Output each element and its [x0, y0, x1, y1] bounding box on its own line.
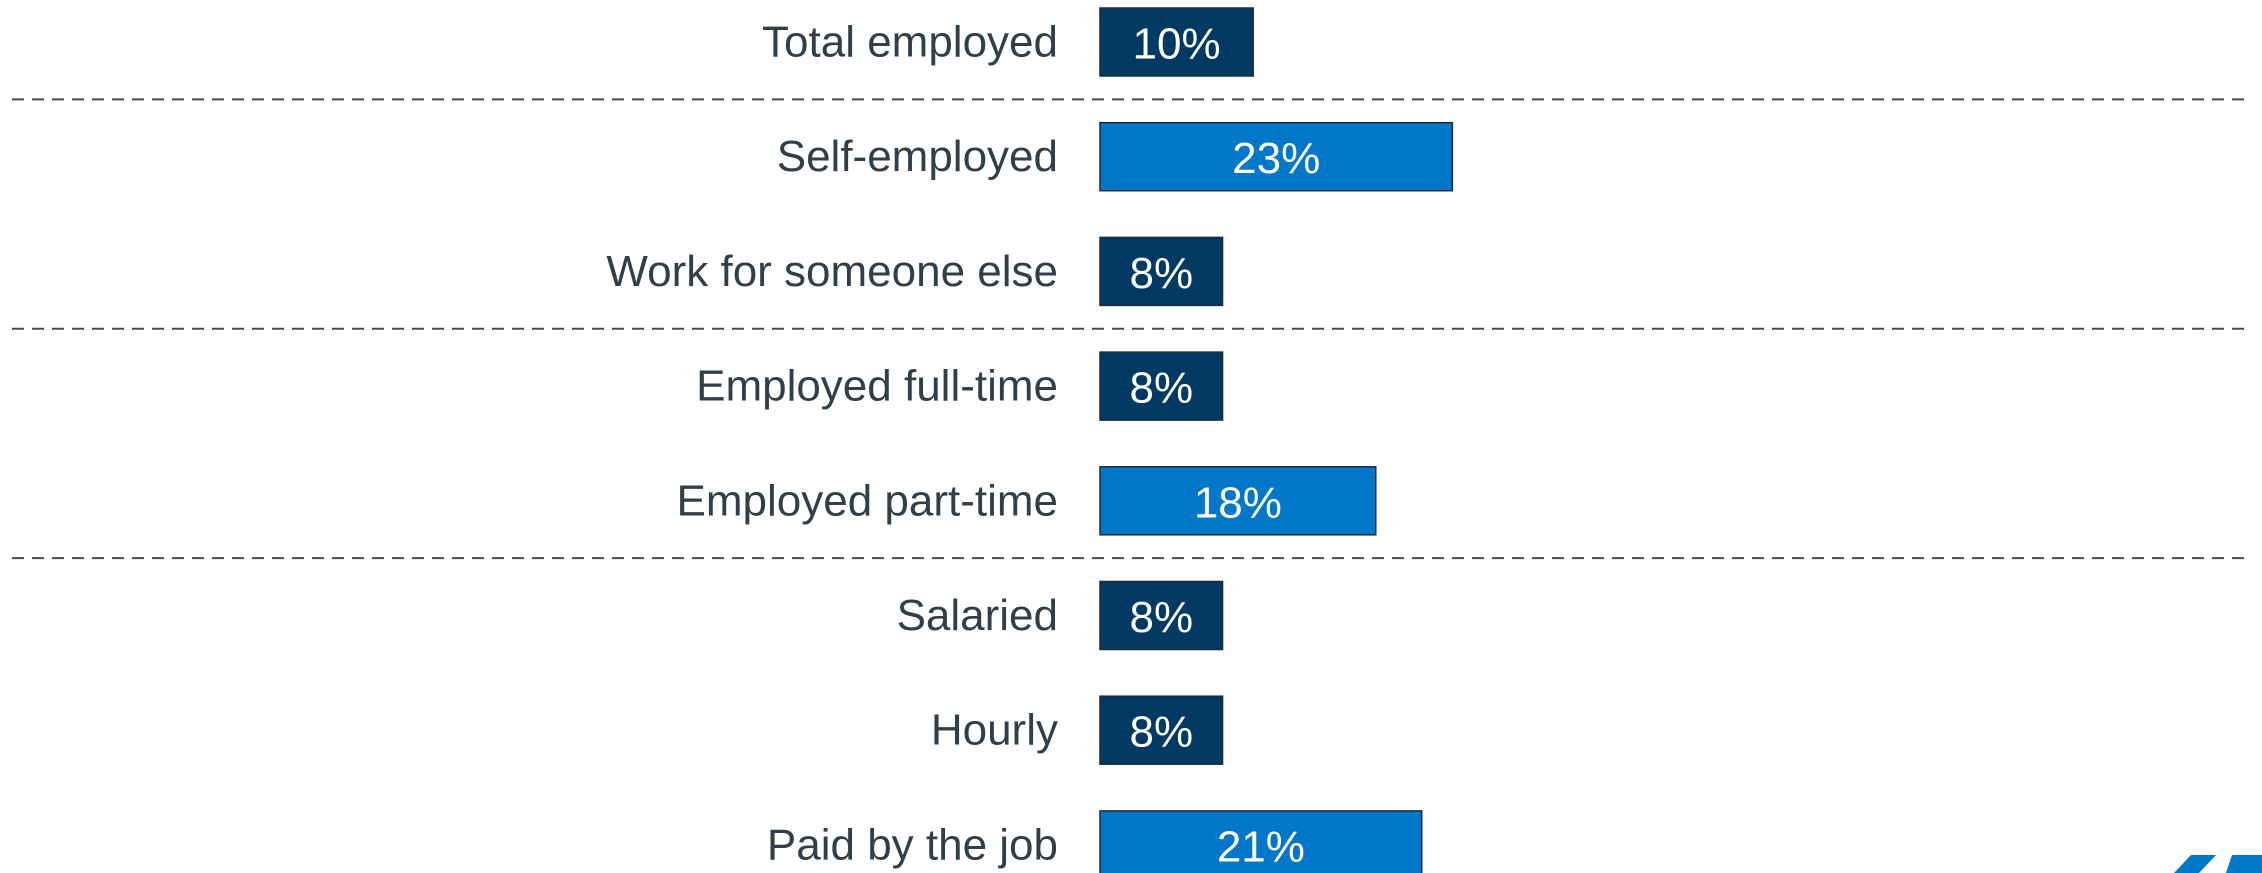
- group-dividers: [12, 98, 2250, 560]
- category-label-work-for-someone-else: Work for someone else: [606, 247, 1058, 296]
- value-label-employed-full-time: 8%: [1129, 364, 1193, 413]
- category-labels: Total employed Self-employed Work for some…: [606, 18, 1058, 870]
- value-label-self-employed: 23%: [1232, 134, 1320, 183]
- bar-work-for-someone-else: [1099, 236, 1224, 307]
- bar-employed-part-time: [1099, 466, 1377, 536]
- bar-self-employed: [1099, 121, 1454, 192]
- brand-logo-icon: [2174, 855, 2262, 873]
- bars: [1099, 7, 1454, 873]
- category-label-employed-part-time: Employed part-time: [677, 476, 1058, 525]
- bar-paid-by-the-job: [1099, 810, 1423, 873]
- category-label-total-employed: Total employed: [762, 18, 1058, 67]
- bar-employed-full-time: [1099, 351, 1224, 421]
- value-label-total-employed: 10%: [1133, 20, 1221, 69]
- category-label-salaried: Salaried: [897, 591, 1058, 640]
- category-label-employed-full-time: Employed full-time: [696, 362, 1058, 411]
- category-label-hourly: Hourly: [931, 706, 1058, 755]
- bar-salaried: [1099, 580, 1224, 651]
- value-label-work-for-someone-else: 8%: [1129, 249, 1193, 298]
- value-labels: 10% 23% 8% 8% 18% 8% 8% 21%: [1129, 20, 1320, 872]
- value-label-hourly: 8%: [1129, 708, 1193, 757]
- value-label-paid-by-the-job: 21%: [1217, 822, 1305, 871]
- category-label-self-employed: Self-employed: [777, 132, 1058, 181]
- category-label-paid-by-the-job: Paid by the job: [767, 820, 1058, 869]
- bar-hourly: [1099, 695, 1224, 765]
- bar-total-employed: [1099, 7, 1254, 77]
- value-label-salaried: 8%: [1129, 593, 1193, 642]
- value-label-employed-part-time: 18%: [1194, 478, 1282, 527]
